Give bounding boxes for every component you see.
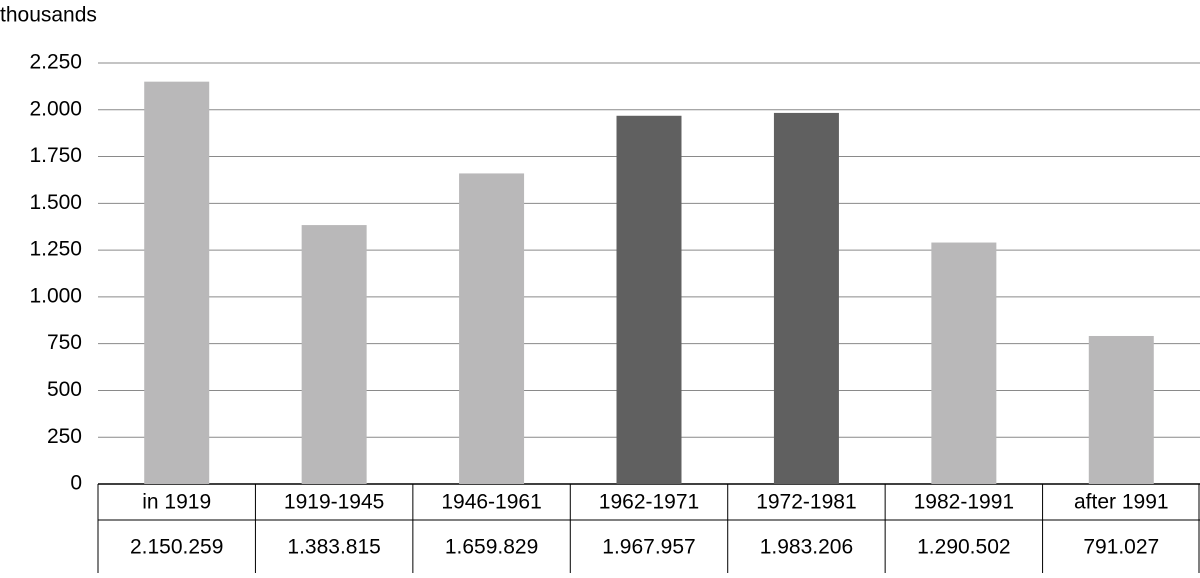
x-tick-label: 1972-1981 — [756, 491, 856, 514]
y-tick-label: 1.750 — [29, 144, 82, 167]
x-tick-label: 1982-1991 — [914, 491, 1014, 514]
x-tick-label: 1946-1961 — [441, 491, 541, 514]
table-value: 1.983.206 — [760, 536, 853, 559]
x-tick-label: 1962-1971 — [599, 491, 699, 514]
y-tick-label: 250 — [47, 425, 82, 448]
table-value: 1.383.815 — [287, 536, 380, 559]
x-tick-label: 1919-1945 — [284, 491, 384, 514]
x-tick-label: after 1991 — [1074, 491, 1169, 514]
bar — [616, 115, 682, 484]
bar — [931, 242, 997, 484]
bar — [301, 225, 367, 485]
y-tick-label: 1.250 — [29, 238, 82, 261]
table-value: 1.290.502 — [917, 536, 1010, 559]
x-tick-label: in 1919 — [142, 491, 211, 514]
y-tick-label: 500 — [47, 378, 82, 401]
y-tick-label: 2.000 — [29, 97, 82, 120]
y-tick-label: 750 — [47, 331, 82, 354]
table-value: 1.659.829 — [445, 536, 538, 559]
y-tick-label: 0 — [70, 472, 82, 495]
y-axis-label: thousands — [0, 4, 97, 27]
y-tick-label: 1.000 — [29, 284, 82, 307]
table-value: 2.150.259 — [130, 536, 223, 559]
bar — [144, 81, 210, 484]
bar — [1088, 335, 1154, 484]
y-tick-label: 2.250 — [29, 51, 82, 74]
table-value: 1.967.957 — [602, 536, 695, 559]
y-tick-label: 1.500 — [29, 191, 82, 214]
table-value: 791.027 — [1083, 536, 1159, 559]
bar — [773, 112, 839, 485]
bar — [459, 173, 525, 484]
